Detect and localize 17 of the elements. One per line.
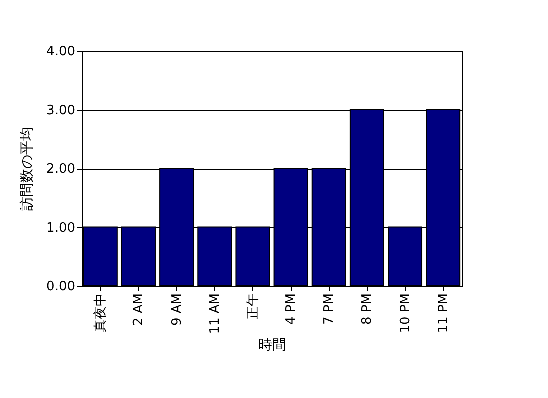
- x-tick-label: 2 AM: [132, 294, 147, 326]
- x-tick-label: 11 PM: [436, 294, 452, 334]
- y-tick-label: 4.00: [46, 44, 76, 60]
- x-tick-label: 10 PM: [398, 294, 414, 334]
- y-axis-title: 訪問数の平均: [20, 127, 36, 211]
- x-tick-label: 正午: [246, 294, 261, 320]
- y-tick-label: 3.00: [46, 103, 76, 118]
- x-tick-label: 9 AM: [170, 294, 185, 326]
- x-tick-label: 4 PM: [284, 294, 300, 325]
- x-tick-label: 11 AM: [208, 294, 223, 334]
- y-tick-label: 1.00: [46, 220, 76, 236]
- y-tick-label: 0.00: [46, 280, 76, 294]
- x-tick-label: 真夜中: [92, 294, 109, 332]
- x-tick-label: 8 PM: [360, 294, 376, 325]
- y-tick-label: 2.00: [46, 162, 76, 177]
- x-tick-label: 7 PM: [322, 294, 338, 325]
- x-axis-title: 時間: [258, 337, 286, 354]
